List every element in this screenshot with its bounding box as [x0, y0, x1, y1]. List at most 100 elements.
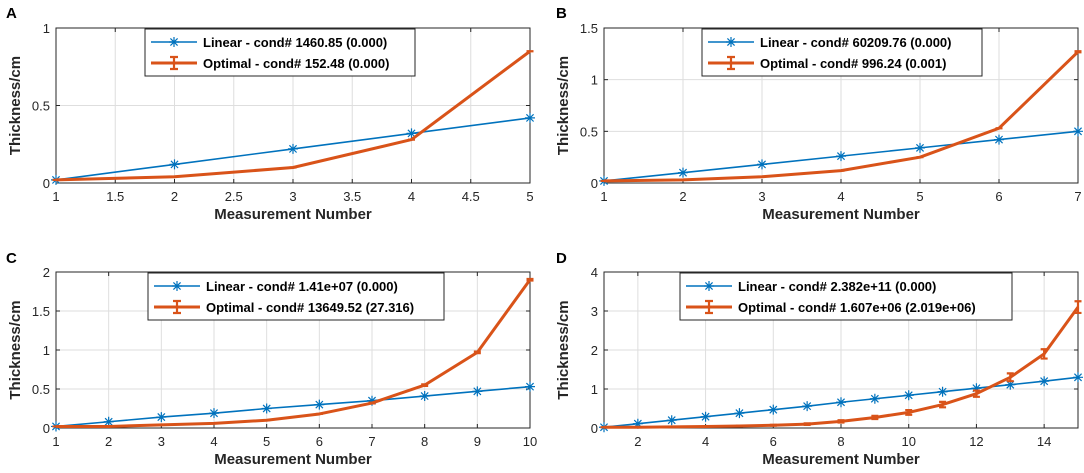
error-bar	[1074, 50, 1082, 54]
data-point-marker	[937, 386, 948, 397]
data-point-marker	[836, 397, 846, 408]
x-tick-label: 10	[523, 434, 537, 449]
y-tick-label: 2	[591, 343, 598, 358]
y-axis-label: Thickness/cm	[555, 56, 572, 155]
data-point-marker	[525, 381, 535, 392]
x-tick-label: 7	[1074, 189, 1081, 204]
chart-panel-c: C 1 2 3 4 5 6 7 8 9 10 0 0.5 1 1.5 2 Measurement Number T…	[6, 250, 537, 468]
data-point-marker	[288, 143, 298, 154]
legend-box	[679, 272, 1013, 321]
data-point-marker	[666, 415, 677, 426]
x-tick-label: 3.5	[343, 189, 361, 204]
x-tick-label: 1	[52, 189, 59, 204]
error-bar	[735, 424, 743, 428]
data-point-marker	[472, 386, 483, 397]
data-point-marker	[678, 167, 688, 178]
data-point-marker	[757, 159, 767, 170]
y-tick-label: 0.5	[32, 382, 50, 397]
data-point-marker	[632, 418, 643, 429]
error-bar	[871, 414, 879, 421]
y-tick-label: 4	[591, 265, 598, 280]
series-line	[55, 385, 531, 428]
legend-entry: Linear - cond# 60209.76 (0.000)	[760, 35, 951, 50]
data-point-marker	[525, 112, 535, 123]
data-point-marker	[314, 399, 325, 410]
legend-box	[701, 28, 983, 77]
legend-entry: Optimal - cond# 1.607e+06 (2.019e+06)	[738, 300, 976, 315]
x-tick-label: 4	[408, 189, 415, 204]
x-tick-label: 6	[316, 434, 323, 449]
panel-letter: A	[6, 5, 17, 22]
y-tick-label: 3	[591, 304, 598, 319]
error-bar	[1040, 348, 1048, 360]
data-point-marker	[103, 416, 114, 427]
legend-box	[147, 272, 445, 321]
error-bar	[769, 423, 777, 427]
legend-marker	[169, 37, 179, 47]
data-point-marker	[734, 408, 745, 419]
x-tick-label: 5	[263, 434, 270, 449]
data-point-marker	[836, 151, 846, 162]
x-tick-label: 9	[474, 434, 481, 449]
y-tick-label: 1.5	[580, 21, 598, 36]
data-point-marker	[700, 411, 711, 422]
error-bar	[939, 400, 947, 409]
x-axis-label: Measurement Number	[214, 206, 372, 223]
data-point-marker	[869, 393, 880, 404]
x-tick-label: 2	[634, 434, 641, 449]
x-tick-label: 10	[901, 434, 915, 449]
legend-entry: Linear - cond# 1.41e+07 (0.000)	[206, 279, 398, 294]
series-linear	[51, 381, 535, 432]
x-tick-label: 2	[171, 189, 178, 204]
panel-letter: D	[556, 250, 567, 267]
y-tick-label: 0	[591, 176, 598, 191]
y-tick-label: 0.5	[580, 124, 598, 139]
x-tick-label: 2	[679, 189, 686, 204]
x-tick-label: 4	[837, 189, 844, 204]
y-axis-label: Thickness/cm	[555, 300, 572, 399]
x-axis-label: Measurement Number	[762, 451, 920, 468]
y-tick-label: 0	[43, 176, 50, 191]
legend: Linear - cond# 1.41e+07 (0.000) Optimal -…	[147, 272, 445, 321]
legend-marker	[170, 55, 178, 71]
x-axis-label: Measurement Number	[762, 206, 920, 223]
data-point-marker	[367, 395, 377, 406]
x-tick-label: 5	[916, 189, 923, 204]
error-bar	[905, 408, 913, 416]
data-point-marker	[169, 159, 180, 170]
x-tick-label: 1.5	[106, 189, 124, 204]
x-tick-label: 3	[289, 189, 296, 204]
chart-panel-a: A 1 1.5 2 2.5 3 3.5 4 4.5 5 0 0.5 1 Measurement Numbe…	[6, 5, 535, 223]
legend-marker	[726, 37, 736, 47]
legend-entry: Optimal - cond# 13649.52 (27.316)	[206, 300, 414, 315]
x-tick-label: 14	[1037, 434, 1051, 449]
x-tick-label: 2	[105, 434, 112, 449]
data-point-marker	[419, 391, 430, 402]
series-line	[56, 278, 532, 428]
data-point-marker	[1073, 126, 1083, 137]
x-tick-label: 6	[770, 434, 777, 449]
y-axis-label: Thickness/cm	[7, 56, 24, 155]
error-bar	[803, 422, 811, 426]
data-point-marker	[768, 404, 779, 415]
y-tick-label: 2	[43, 265, 50, 280]
x-tick-label: 12	[969, 434, 983, 449]
y-tick-label: 0	[591, 421, 598, 436]
x-tick-label: 4	[210, 434, 217, 449]
legend-marker	[173, 299, 181, 315]
y-tick-label: 0	[43, 421, 50, 436]
error-bar	[972, 389, 980, 398]
data-point-marker	[994, 134, 1004, 145]
legend-entry: Optimal - cond# 996.24 (0.001)	[760, 56, 946, 71]
series-optimal	[600, 300, 1082, 429]
data-point-marker	[406, 128, 417, 139]
legend: Linear - cond# 1460.85 (0.000) Optimal - …	[144, 28, 416, 77]
x-tick-label: 8	[837, 434, 844, 449]
legend-marker	[704, 281, 714, 291]
y-tick-label: 1	[591, 382, 598, 397]
legend-marker	[172, 281, 182, 291]
data-point-marker	[209, 408, 219, 419]
data-point-marker	[915, 142, 925, 153]
